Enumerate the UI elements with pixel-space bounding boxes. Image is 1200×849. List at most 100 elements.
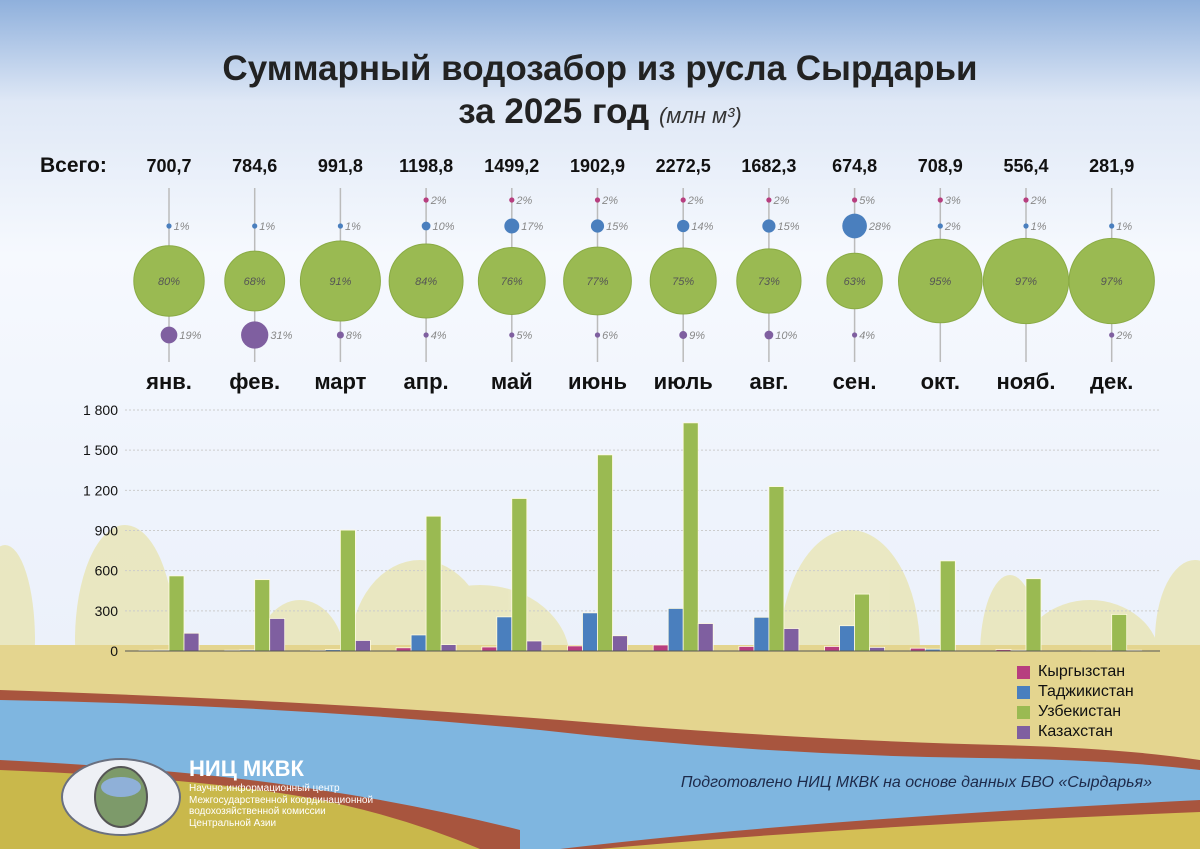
bar-Кыргызстан bbox=[567, 645, 583, 652]
bar-Казахстан bbox=[783, 628, 800, 652]
bar-Таджикистан bbox=[582, 612, 598, 652]
bubble-label: 2% bbox=[944, 221, 961, 233]
bubble-Таджикистан bbox=[1023, 223, 1029, 229]
bar-Казахстан bbox=[697, 623, 714, 652]
bubble-label: 97% bbox=[1101, 276, 1123, 288]
bubble-label: 4% bbox=[431, 330, 447, 342]
bar-Кыргызстан bbox=[652, 644, 669, 652]
bubble-Таджикистан bbox=[166, 223, 172, 229]
legend-item: Казахстан bbox=[1017, 722, 1134, 742]
bubble-label: 76% bbox=[501, 276, 523, 288]
bar-Узбекистан bbox=[511, 498, 528, 652]
month-label: июнь bbox=[568, 369, 627, 394]
month-label: янв. bbox=[145, 369, 192, 394]
bar-Казахстан bbox=[354, 640, 371, 652]
bar-Казахстан bbox=[869, 646, 885, 652]
month-label: сен. bbox=[833, 369, 877, 394]
bar-Казахстан bbox=[612, 635, 628, 652]
bubble-label: 15% bbox=[778, 221, 800, 233]
bar-Таджикистан bbox=[839, 625, 855, 652]
bubble-label: 77% bbox=[586, 276, 608, 288]
bubble-Казахстан bbox=[509, 332, 515, 338]
chart-title-line2: за 2025 год (млн м³) bbox=[0, 90, 1200, 137]
bubble-label: 9% bbox=[689, 330, 705, 342]
month-total: 556,4 bbox=[1003, 156, 1048, 176]
bubble-label: 2% bbox=[1030, 195, 1047, 207]
bubble-label: 97% bbox=[1015, 276, 1037, 288]
bubble-label: 1% bbox=[345, 221, 361, 233]
legend-item: Таджикистан bbox=[1017, 682, 1134, 702]
bubble-label: 91% bbox=[329, 276, 351, 288]
bar-Узбекистан bbox=[1111, 614, 1128, 652]
y-tick-label: 600 bbox=[95, 563, 119, 579]
bubble-Казахстан bbox=[241, 321, 269, 349]
y-tick-label: 0 bbox=[110, 643, 118, 659]
month-label: июль bbox=[654, 369, 713, 394]
bubble-Узбекистан bbox=[563, 246, 632, 316]
bubble-label: 68% bbox=[244, 276, 266, 288]
bubble-Казахстан bbox=[594, 332, 601, 338]
bubble-Кыргызстан bbox=[509, 197, 515, 203]
bubble-Таджикистан bbox=[842, 213, 867, 239]
bubble-Узбекистан bbox=[224, 250, 286, 312]
icwc-logo bbox=[61, 758, 181, 836]
bar-Узбекистан bbox=[939, 560, 956, 652]
bubble-label: 10% bbox=[433, 221, 455, 233]
month-label: фев. bbox=[229, 369, 280, 394]
y-tick-label: 1 200 bbox=[83, 482, 118, 498]
legend-swatch bbox=[1017, 705, 1030, 719]
bubble-label: 63% bbox=[844, 276, 866, 288]
month-total: 1902,9 bbox=[570, 156, 625, 176]
bubble-Узбекистан bbox=[133, 245, 205, 317]
month-total: 700,7 bbox=[146, 156, 191, 176]
legend-swatch bbox=[1017, 725, 1030, 739]
bubble-Казахстан bbox=[423, 332, 429, 338]
bubble-Казахстан bbox=[679, 331, 688, 339]
bubble-Таджикистан bbox=[762, 219, 776, 233]
bubble-Кыргызстан bbox=[852, 197, 858, 203]
bubble-Таджикистан bbox=[252, 223, 258, 229]
month-total: 2272,5 bbox=[656, 156, 711, 176]
bubble-label: 8% bbox=[346, 330, 362, 342]
bar-Казахстан bbox=[183, 632, 200, 652]
bubble-Казахстан bbox=[160, 326, 178, 344]
bubble-label: 15% bbox=[606, 221, 628, 233]
month-label: март bbox=[314, 369, 366, 394]
month-total: 991,8 bbox=[318, 156, 363, 176]
month-label: нояб. bbox=[997, 369, 1056, 394]
bar-Узбекистан bbox=[682, 422, 699, 652]
bubble-label: 14% bbox=[691, 221, 713, 233]
bubble-label: 3% bbox=[945, 195, 961, 207]
bubble-Кыргызстан bbox=[680, 197, 686, 203]
legend-item: Кыргызстан bbox=[1017, 662, 1134, 682]
month-total: 784,6 bbox=[232, 156, 277, 176]
legend-label: Кыргызстан bbox=[1038, 663, 1126, 680]
bubble-Таджикистан bbox=[1109, 223, 1115, 229]
bubble-Узбекистан bbox=[477, 247, 546, 315]
bar-Узбекистан bbox=[597, 454, 613, 652]
bubble-Узбекистан bbox=[299, 240, 381, 322]
bar-Казахстан bbox=[269, 618, 286, 652]
month-label: апр. bbox=[404, 369, 449, 394]
bubble-Таджикистан bbox=[677, 219, 690, 233]
bubble-label: 4% bbox=[859, 330, 875, 342]
bubble-label: 75% bbox=[672, 276, 694, 288]
month-label: май bbox=[491, 369, 533, 394]
bar-Таджикистан bbox=[496, 616, 513, 652]
bubble-Таджикистан bbox=[337, 223, 343, 229]
total-label: Всего: bbox=[40, 154, 107, 177]
bubble-Таджикистан bbox=[504, 218, 520, 234]
bar-Таджикистан bbox=[410, 634, 427, 652]
legend-item: Узбекистан bbox=[1017, 702, 1134, 722]
bar-Узбекистан bbox=[768, 486, 785, 652]
bubble-Таджикистан bbox=[937, 223, 943, 229]
month-total: 1682,3 bbox=[741, 156, 796, 176]
org-short-name: НИЦ МКВК bbox=[189, 756, 304, 781]
bubble-label: 10% bbox=[775, 330, 797, 342]
month-total: 1499,2 bbox=[484, 156, 539, 176]
bubble-label: 17% bbox=[521, 221, 543, 233]
month-label: дек. bbox=[1090, 369, 1133, 394]
bar-Таджикистан bbox=[667, 608, 684, 652]
month-total: 1198,8 bbox=[399, 156, 453, 176]
